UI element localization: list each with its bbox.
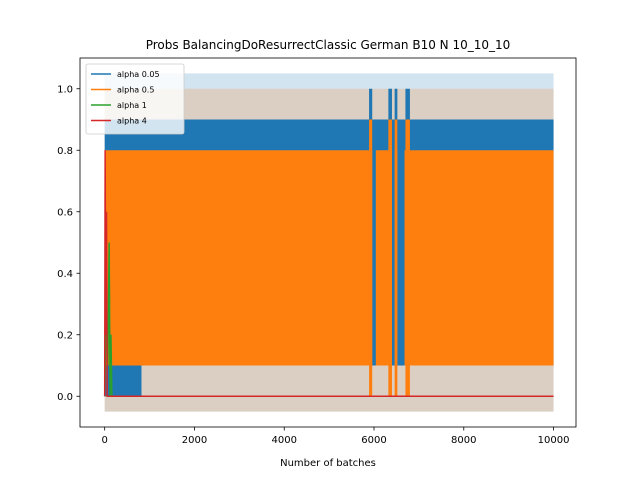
legend-label: alpha 1 [117, 101, 147, 110]
series-spike-alpha-0.5-2 [394, 119, 398, 397]
x-tick-label: 8000 [451, 435, 476, 446]
axes-frame [79, 57, 577, 428]
legend-label: alpha 0.05 [117, 70, 160, 79]
x-tick-label: 2000 [182, 435, 207, 446]
axes-ticks: 0 2000 4000 6000 8000 10000 0.0 0.2 0.4 0.6 0.8 1.0 [57, 84, 569, 446]
x-tick-label: 0 [102, 435, 108, 446]
y-tick-label: 0.2 [57, 330, 73, 341]
x-tick-label: 4000 [272, 435, 297, 446]
y-tick-label: 0.6 [57, 207, 73, 218]
plot-area [103, 73, 554, 412]
legend: alpha 0.05 alpha 0.5 alpha 1 alpha 4 [85, 63, 185, 135]
y-tick-label: 0.4 [57, 269, 73, 280]
legend-label: alpha 0.5 [117, 86, 154, 95]
y-tick-label: 1.0 [57, 84, 73, 95]
x-tick-label: 10000 [538, 435, 570, 446]
legend-box [85, 63, 185, 135]
x-axis-label: Number of batches [280, 458, 376, 469]
series-spike-alpha-0.5-3 [405, 119, 410, 397]
series-spike-alpha-0.5-0 [369, 119, 373, 397]
y-tick-label: 0.0 [57, 392, 73, 403]
series-spike-alpha-0.5-1 [388, 119, 392, 397]
series-fill-alpha-0.5-1 [375, 150, 392, 366]
series-fill-alpha-0.5-3 [404, 150, 554, 366]
legend-label: alpha 4 [117, 117, 147, 126]
series-fill-alpha-0.5-0 [104, 150, 373, 366]
y-tick-label: 0.8 [57, 146, 73, 157]
series-line-alpha-4 [103, 150, 554, 397]
chart-title: Probs BalancingDoResurrectClassic German… [146, 38, 511, 52]
x-tick-label: 6000 [361, 435, 386, 446]
